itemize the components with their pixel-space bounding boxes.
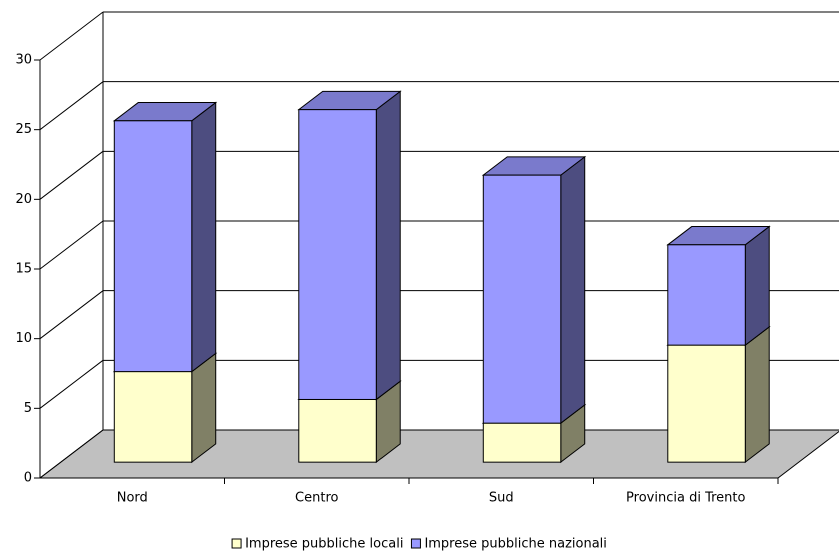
grid-line (39, 359, 104, 409)
legend: Imprese pubbliche locali Imprese pubblich… (231, 537, 607, 552)
y-tick-label: 15 (15, 262, 32, 277)
x-tick-label: Provincia di Trento (626, 491, 745, 506)
grid-line (39, 429, 104, 479)
y-tick-label: 0 (24, 471, 32, 486)
bar-side (191, 101, 217, 373)
x-tick-label: Centro (295, 491, 338, 506)
y-tick-label: 5 (24, 401, 32, 416)
legend-label: Imprese pubbliche nazionali (424, 537, 606, 552)
grid-line (39, 81, 104, 131)
bar (482, 174, 562, 424)
bar (667, 244, 746, 346)
bar (298, 398, 377, 463)
bar (667, 344, 746, 463)
bar-side (191, 352, 217, 464)
grid-line (39, 150, 104, 200)
legend-swatch (410, 538, 421, 549)
legend-swatch (231, 538, 242, 549)
bar (113, 120, 193, 373)
bar (298, 109, 377, 400)
bar-side (744, 325, 770, 464)
y-tick-label: 10 (15, 331, 32, 346)
x-tick-label: Nord (117, 491, 148, 506)
y-tick-label: 20 (15, 192, 32, 207)
grid-line (39, 11, 104, 61)
grid-line (39, 220, 104, 270)
bar (113, 371, 193, 463)
y-tick-label: 30 (15, 53, 32, 68)
bar (482, 422, 562, 463)
bar-side (375, 90, 401, 401)
grid-line (39, 290, 104, 340)
x-tick-label: Sud (489, 491, 514, 506)
bar-side (744, 225, 770, 347)
bar-side (560, 155, 586, 425)
y-tick-label: 25 (15, 122, 32, 137)
legend-label: Imprese pubbliche locali (245, 537, 403, 552)
